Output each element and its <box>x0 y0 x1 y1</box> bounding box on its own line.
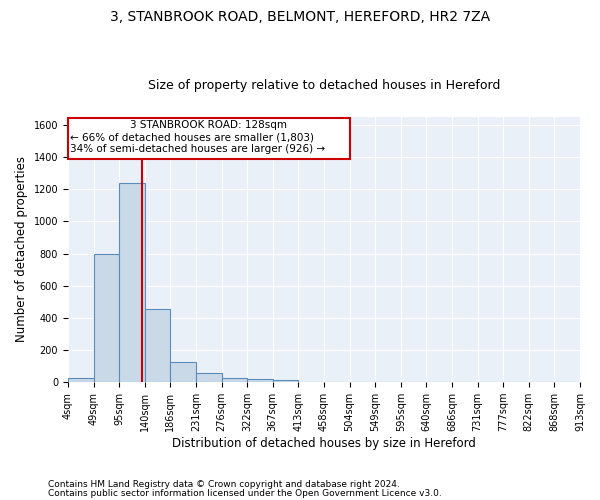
Text: Contains HM Land Registry data © Crown copyright and database right 2024.: Contains HM Land Registry data © Crown c… <box>48 480 400 489</box>
Text: 3 STANBROOK ROAD: 128sqm: 3 STANBROOK ROAD: 128sqm <box>130 120 287 130</box>
Bar <box>94 254 119 382</box>
Title: Size of property relative to detached houses in Hereford: Size of property relative to detached ho… <box>148 79 500 92</box>
Bar <box>119 182 145 382</box>
Text: 3, STANBROOK ROAD, BELMONT, HEREFORD, HR2 7ZA: 3, STANBROOK ROAD, BELMONT, HEREFORD, HR… <box>110 10 490 24</box>
Text: 34% of semi-detached houses are larger (926) →: 34% of semi-detached houses are larger (… <box>70 144 326 154</box>
Bar <box>170 362 196 382</box>
Bar <box>145 309 170 382</box>
Text: ← 66% of detached houses are smaller (1,803): ← 66% of detached houses are smaller (1,… <box>70 132 314 142</box>
Bar <box>68 378 94 382</box>
Bar <box>273 380 298 382</box>
FancyBboxPatch shape <box>68 118 350 160</box>
Bar <box>247 380 273 382</box>
Bar <box>221 378 247 382</box>
Bar <box>196 372 221 382</box>
X-axis label: Distribution of detached houses by size in Hereford: Distribution of detached houses by size … <box>172 437 476 450</box>
Text: Contains public sector information licensed under the Open Government Licence v3: Contains public sector information licen… <box>48 488 442 498</box>
Y-axis label: Number of detached properties: Number of detached properties <box>15 156 28 342</box>
